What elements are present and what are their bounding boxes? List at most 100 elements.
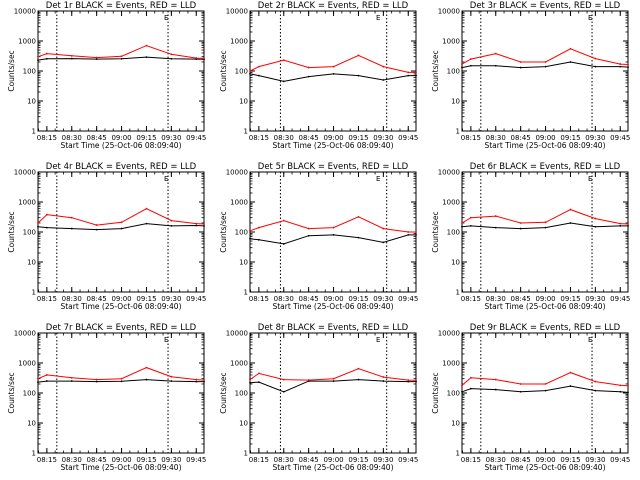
data-point-lld [307, 227, 310, 230]
y-tick-label: 10 [239, 259, 248, 267]
data-point-lld [382, 65, 385, 68]
x-tick-label: 08:15 [461, 456, 481, 464]
plot-frame [249, 332, 417, 454]
flag-marker: E [164, 14, 168, 22]
panel-title: Det 1r BLACK = Events, RED = LLD [46, 1, 197, 11]
x-tick-label: 09:00 [323, 295, 343, 303]
x-tick-label: 08:15 [461, 134, 481, 142]
data-point-lld [332, 65, 335, 68]
plot-frame [249, 10, 417, 132]
x-tick-label: 09:15 [136, 456, 156, 464]
data-point-events [282, 243, 285, 245]
x-tick-label: 08:15 [37, 295, 57, 303]
data-point-lld [145, 207, 148, 210]
data-point-events [469, 387, 472, 390]
series-line-lld [249, 54, 416, 73]
data-point-lld [95, 378, 98, 381]
x-axis-label: Start Time (25-Oct-06 08:09:40) [272, 302, 393, 311]
data-point-events [70, 227, 73, 230]
x-tick-label: 08:15 [249, 456, 269, 464]
y-axis-label: Counts/sec [7, 372, 16, 413]
x-tick-label: 08:15 [249, 134, 269, 142]
data-point-lld [619, 384, 622, 387]
x-tick-label: 08:45 [87, 134, 107, 142]
data-point-events [594, 389, 597, 392]
data-point-events [494, 64, 497, 67]
data-point-lld [195, 378, 198, 381]
data-point-lld [203, 57, 205, 60]
data-point-events [120, 380, 123, 383]
data-point-lld [170, 375, 173, 378]
data-point-lld [282, 59, 285, 62]
x-tick-label: 09:00 [535, 134, 555, 142]
x-tick-label: 09:00 [111, 295, 131, 303]
data-point-lld [45, 213, 48, 216]
data-point-events [249, 73, 251, 75]
panel-title: Det 8r BLACK = Events, RED = LLD [258, 323, 409, 333]
x-tick-label: 08:45 [299, 134, 319, 142]
y-tick-label: 1000 [230, 360, 248, 368]
data-point-events [249, 237, 251, 240]
panel-title: Det 5r BLACK = Events, RED = LLD [258, 162, 409, 172]
x-tick-label: 09:30 [373, 295, 393, 303]
flag-marker: E [588, 175, 592, 183]
data-point-events [70, 57, 73, 60]
x-tick-label: 09:30 [373, 134, 393, 142]
x-axis-label: Start Time (25-Oct-06 08:09:40) [60, 302, 181, 311]
data-point-lld [37, 222, 39, 224]
data-point-lld [120, 377, 123, 380]
x-tick-label: 09:30 [585, 295, 605, 303]
data-point-lld [469, 58, 472, 60]
data-point-lld [519, 61, 522, 63]
plot-frame [37, 332, 205, 454]
data-point-events [569, 385, 572, 387]
x-tick-label: 08:30 [486, 456, 506, 464]
y-tick-label: 1 [32, 450, 36, 458]
y-axis-label: Counts/sec [431, 372, 440, 413]
data-point-lld [469, 376, 472, 379]
data-point-lld [569, 371, 572, 374]
data-point-lld [95, 56, 98, 59]
data-point-events [45, 226, 48, 229]
data-point-lld [70, 216, 73, 219]
data-point-events [519, 390, 522, 393]
x-tick-label: 08:45 [87, 456, 107, 464]
data-point-events [195, 380, 198, 383]
y-tick-label: 10000 [226, 330, 248, 338]
y-tick-label: 100 [447, 390, 460, 398]
panel-title: Det 9r BLACK = Events, RED = LLD [470, 323, 621, 333]
flag-marker: E [588, 336, 592, 344]
data-point-events [170, 57, 173, 60]
y-tick-label: 100 [235, 229, 248, 237]
data-point-lld [461, 384, 463, 387]
y-tick-label: 100 [23, 229, 36, 237]
data-point-events [461, 66, 463, 69]
plot-frame [461, 10, 629, 132]
data-point-lld [519, 222, 522, 224]
x-tick-label: 09:30 [585, 134, 605, 142]
data-point-lld [282, 219, 285, 222]
panel-title: Det 3r BLACK = Events, RED = LLD [470, 1, 621, 11]
x-tick-label: 08:15 [37, 134, 57, 142]
data-point-events [627, 224, 629, 227]
data-point-events [627, 391, 629, 394]
y-tick-label: 1000 [18, 199, 36, 207]
data-point-lld [37, 377, 39, 380]
data-point-lld [494, 378, 497, 381]
x-tick-label: 08:45 [511, 295, 531, 303]
data-point-events [415, 74, 417, 77]
y-tick-label: 10 [27, 259, 36, 267]
data-point-events [45, 57, 48, 60]
data-point-lld [415, 231, 417, 233]
flag-marker: E [376, 14, 380, 22]
x-axis-label: Start Time (25-Oct-06 08:09:40) [484, 302, 605, 311]
y-tick-label: 10 [239, 98, 248, 106]
x-axis-label: Start Time (25-Oct-06 08:09:40) [60, 141, 181, 150]
y-tick-label: 10000 [438, 330, 460, 338]
data-point-lld [469, 216, 472, 219]
x-tick-label: 09:45 [610, 134, 630, 142]
data-point-events [407, 234, 410, 236]
x-tick-label: 08:45 [299, 295, 319, 303]
panel-det-2: Det 2r BLACK = Events, RED = LLD 1 10 100 10… [219, 1, 418, 150]
plot-frame [37, 10, 205, 132]
